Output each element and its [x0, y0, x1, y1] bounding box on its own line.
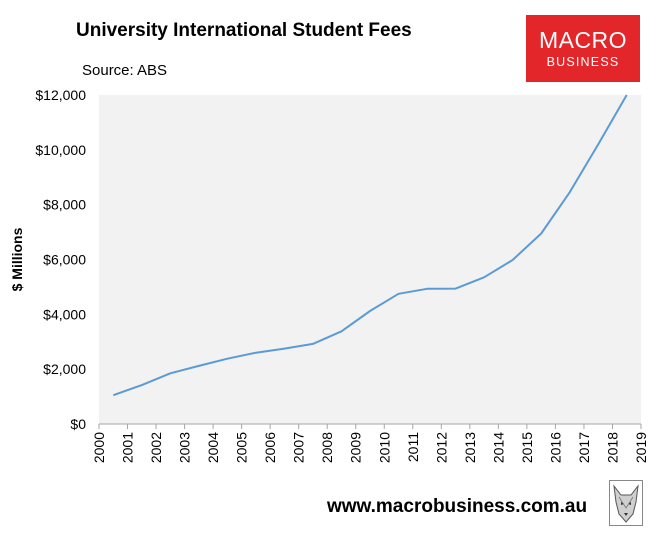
x-tick-label: 2016 [547, 432, 563, 463]
x-axis-ticks: 2000 2001 2002 2003 2004 2005 2006 2007 2008 2009… [91, 424, 649, 463]
y-tick-label: $2,000 [43, 361, 86, 377]
y-tick-label: $12,000 [35, 87, 86, 103]
x-tick-label: 2017 [576, 432, 592, 463]
y-tick-label: $6,000 [43, 252, 86, 268]
x-tick-label: 2005 [234, 432, 250, 463]
chart-title: University International Student Fees [76, 20, 412, 41]
x-tick-label: 2003 [177, 432, 193, 463]
chart-source: Source: ABS [82, 62, 168, 79]
x-tick-label: 2015 [519, 432, 535, 463]
y-tick-label: $0 [70, 416, 86, 432]
series-line [112, 94, 628, 397]
plot-area [99, 95, 641, 424]
x-tick-label: 2014 [490, 432, 506, 463]
x-tick-label: 2009 [348, 432, 364, 463]
macrobusiness-logo[interactable]: MACRO BUSINESS [526, 15, 640, 82]
y-tick-label: $4,000 [43, 306, 86, 322]
x-tick-label: 2004 [205, 432, 221, 463]
x-tick-label: 2007 [291, 432, 307, 463]
x-tick-label: 2008 [319, 432, 335, 463]
logo-text-top: MACRO [538, 27, 628, 53]
y-tick-label: $8,000 [43, 197, 86, 213]
x-tick-label: 2011 [405, 432, 421, 462]
x-tick-label: 2006 [262, 432, 278, 463]
x-tick-label: 2010 [376, 432, 392, 463]
x-tick-label: 2013 [462, 432, 478, 463]
y-tick-label: $10,000 [35, 142, 86, 158]
y-axis-label: $ Millions [9, 227, 25, 291]
wolf-icon [609, 480, 643, 526]
y-axis-ticks: $0 $2,000 $4,000 $6,000 $8,000 $10,000 $12,000 [35, 87, 86, 432]
x-tick-label: 2002 [148, 432, 164, 463]
x-tick-label: 2012 [433, 432, 449, 463]
x-tick-label: 2001 [120, 432, 136, 463]
x-tick-label: 2018 [604, 432, 620, 463]
logo-text-bottom: BUSINESS [546, 55, 620, 69]
footer-url[interactable]: www.macrobusiness.com.au [327, 496, 588, 517]
x-tick-label: 2019 [633, 432, 649, 463]
x-tick-label: 2000 [91, 432, 107, 463]
